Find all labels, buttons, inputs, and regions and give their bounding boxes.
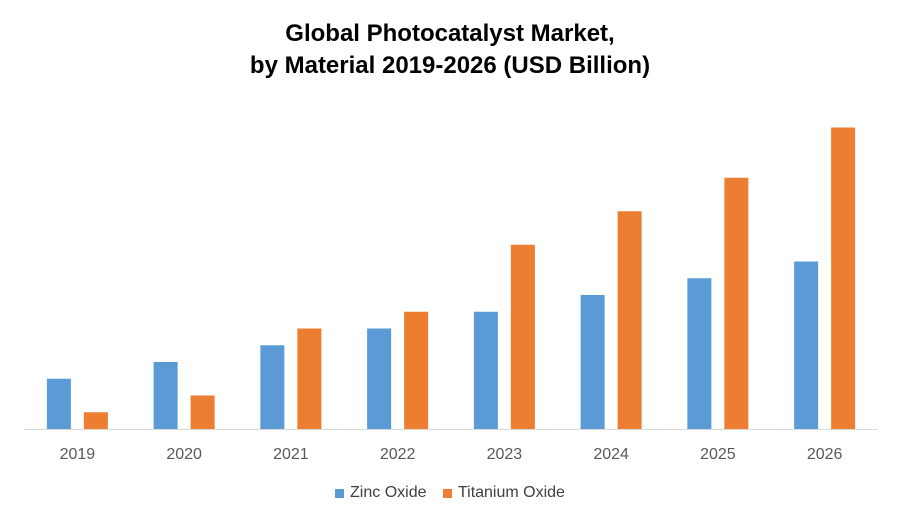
x-tick-label: 2022	[380, 446, 416, 463]
bar-titanium-oxide-2020	[190, 395, 215, 429]
bar-titanium-oxide-2026	[831, 127, 856, 429]
x-tick-label: 2026	[807, 446, 843, 463]
bar-zinc-oxide-2026	[794, 261, 819, 429]
bar-zinc-oxide-2024	[580, 295, 605, 429]
bar-titanium-oxide-2019	[83, 412, 108, 429]
legend-swatch-titanium-oxide	[442, 488, 452, 498]
bar-zinc-oxide-2025	[687, 278, 712, 429]
x-tick-label: 2021	[273, 446, 309, 463]
legend-swatch-zinc-oxide	[335, 488, 345, 498]
bar-titanium-oxide-2024	[617, 211, 642, 429]
legend-label-zinc-oxide: Zinc Oxide	[350, 484, 427, 501]
legend-label-titanium-oxide: Titanium Oxide	[457, 484, 565, 501]
bar-titanium-oxide-2022	[404, 311, 429, 429]
bar-zinc-oxide-2023	[473, 311, 498, 429]
chart-title: Global Photocatalyst Market, by Material…	[0, 18, 900, 82]
legend-item-zinc-oxide: Zinc Oxide	[335, 484, 427, 502]
chart-title-line-1: Global Photocatalyst Market,	[285, 20, 615, 47]
x-tick-label: 2024	[593, 446, 629, 463]
bar-zinc-oxide-2022	[367, 328, 392, 429]
bar-titanium-oxide-2025	[724, 177, 749, 429]
bar-titanium-oxide-2023	[510, 244, 535, 429]
bar-group	[46, 127, 856, 429]
bar-titanium-oxide-2021	[297, 328, 322, 429]
chart-title-line-2: by Material 2019-2026 (USD Billion)	[249, 52, 651, 79]
x-tick-label: 2023	[487, 446, 523, 463]
legend-item-titanium-oxide: Titanium Oxide	[442, 484, 565, 502]
x-tick-label: 2020	[166, 446, 202, 463]
x-tick-label: 2019	[60, 446, 96, 463]
x-tick-labels: 2019 2020 2021 2022 2023 2024 2025 2026	[60, 446, 843, 463]
bar-zinc-oxide-2020	[153, 362, 178, 429]
bar-zinc-oxide-2019	[46, 378, 71, 429]
x-tick-label: 2025	[700, 446, 736, 463]
bar-zinc-oxide-2021	[260, 345, 285, 429]
legend: Zinc Oxide Titanium Oxide	[0, 484, 900, 503]
